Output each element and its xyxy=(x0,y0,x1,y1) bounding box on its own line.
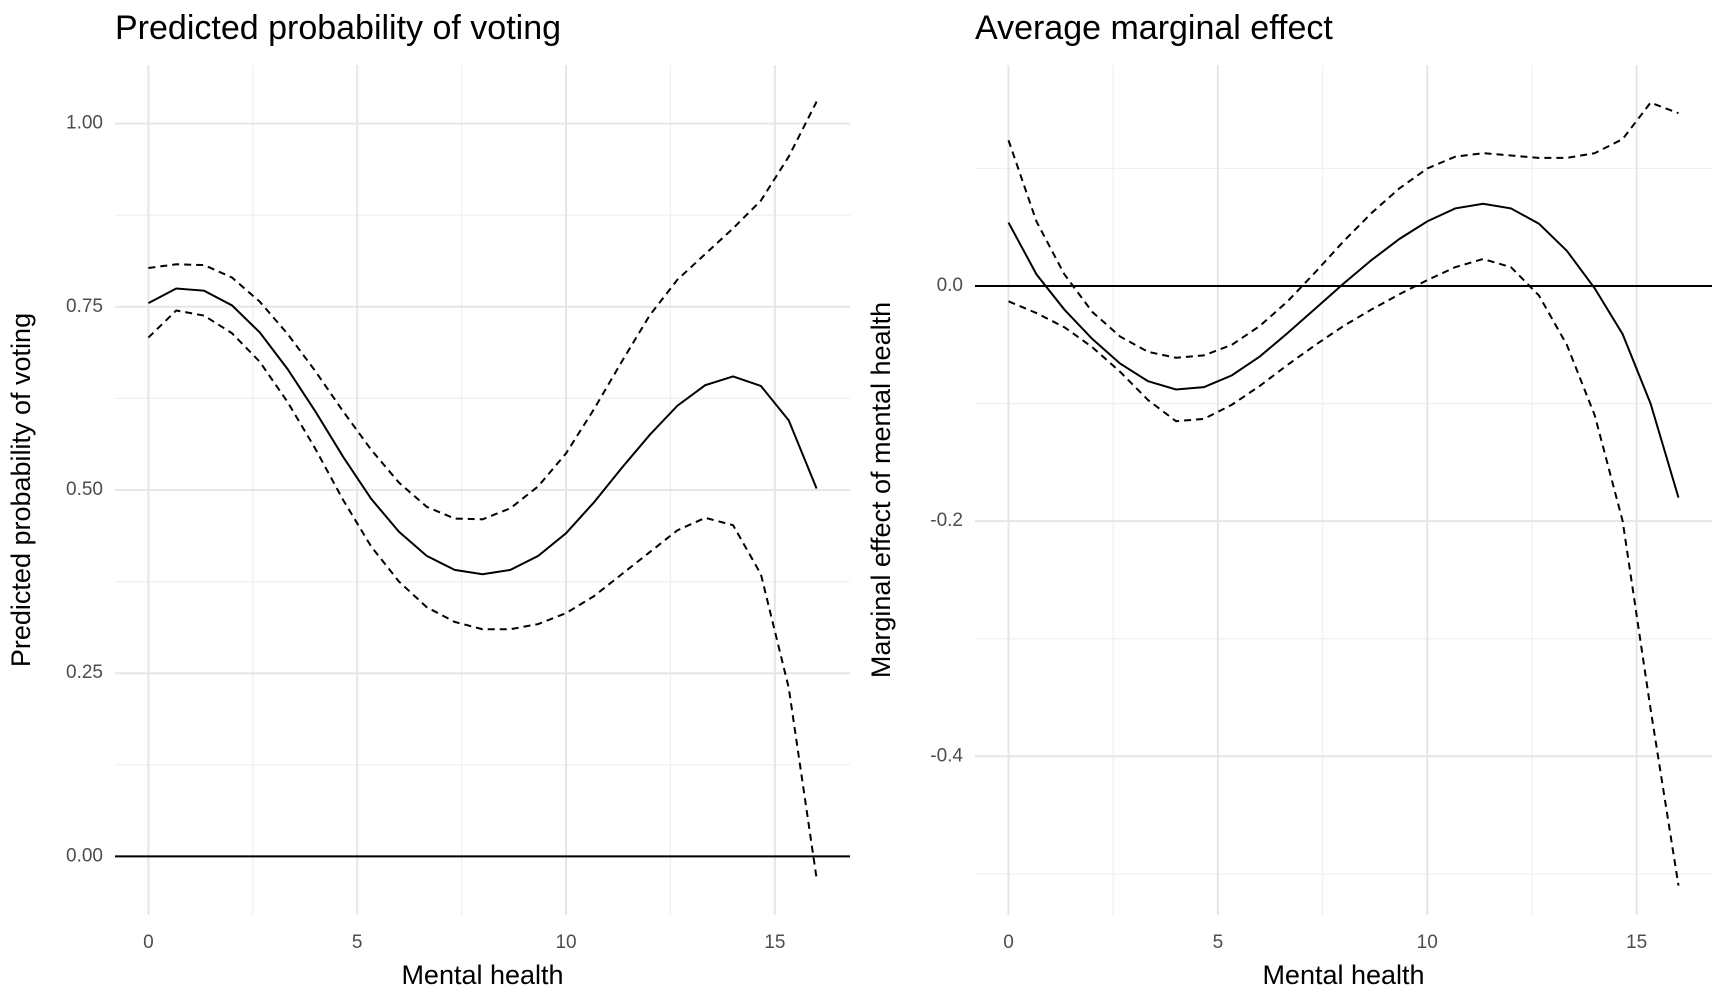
x-tick-label: 15 xyxy=(1626,932,1647,953)
y-tick-label: 0.25 xyxy=(66,662,103,683)
y-tick-label: -0.4 xyxy=(930,745,963,766)
y-tick-label: 0.50 xyxy=(66,479,103,500)
x-tick-label: 0 xyxy=(143,932,154,953)
line-series xyxy=(1007,101,1679,359)
y-tick-label: 0.75 xyxy=(66,296,103,317)
line-series xyxy=(1007,202,1680,498)
x-axis-label: Mental health xyxy=(401,960,563,990)
x-tick-label: 5 xyxy=(1213,932,1224,953)
line-series xyxy=(148,101,818,521)
y-tick-label: -0.2 xyxy=(930,510,963,531)
chart-title: Average marginal effect xyxy=(975,9,1333,47)
x-tick-label: 5 xyxy=(352,932,363,953)
line-series xyxy=(147,309,818,879)
x-tick-label: 10 xyxy=(555,932,576,953)
x-tick-label: 10 xyxy=(1417,932,1438,953)
y-tick-label: 1.00 xyxy=(66,113,103,134)
y-axis-label: Predicted probability of voting xyxy=(6,313,36,667)
line-series xyxy=(1008,257,1680,886)
y-tick-label: 0.0 xyxy=(937,275,963,296)
line-series xyxy=(147,287,818,576)
x-tick-label: 0 xyxy=(1003,932,1014,953)
chart-title: Predicted probability of voting xyxy=(115,9,561,47)
y-tick-label: 0.00 xyxy=(66,845,103,866)
y-axis-label: Marginal effect of mental health xyxy=(866,302,896,678)
x-axis-label: Mental health xyxy=(1262,960,1424,990)
x-tick-label: 15 xyxy=(764,932,785,953)
